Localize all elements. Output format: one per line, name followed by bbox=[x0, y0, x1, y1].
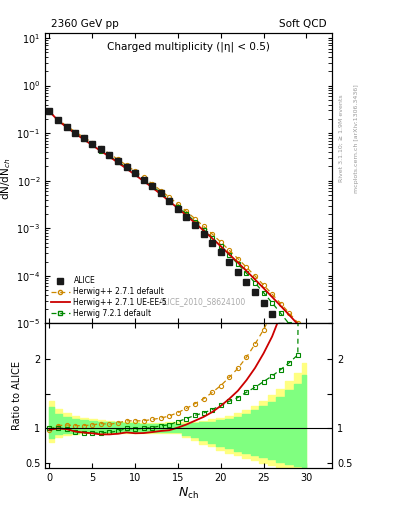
Y-axis label: dN/dN$_{ch}$: dN/dN$_{ch}$ bbox=[0, 157, 13, 200]
Text: Charged multiplicity (|η| < 0.5): Charged multiplicity (|η| < 0.5) bbox=[107, 42, 270, 53]
Y-axis label: Ratio to ALICE: Ratio to ALICE bbox=[12, 361, 22, 431]
X-axis label: $N_\mathregular{ch}$: $N_\mathregular{ch}$ bbox=[178, 486, 199, 501]
Text: mcplots.cern.ch [arXiv:1306.3436]: mcplots.cern.ch [arXiv:1306.3436] bbox=[354, 84, 359, 193]
Legend: ALICE, Herwig++ 2.7.1 default, Herwig++ 2.7.1 UE-EE-5, Herwig 7.2.1 default: ALICE, Herwig++ 2.7.1 default, Herwig++ … bbox=[49, 275, 169, 319]
Text: Soft QCD: Soft QCD bbox=[279, 19, 326, 29]
Text: ALICE_2010_S8624100: ALICE_2010_S8624100 bbox=[159, 297, 247, 306]
Text: Rivet 3.1.10; ≥ 1.9M events: Rivet 3.1.10; ≥ 1.9M events bbox=[339, 94, 344, 182]
Text: 2360 GeV pp: 2360 GeV pp bbox=[51, 19, 119, 29]
